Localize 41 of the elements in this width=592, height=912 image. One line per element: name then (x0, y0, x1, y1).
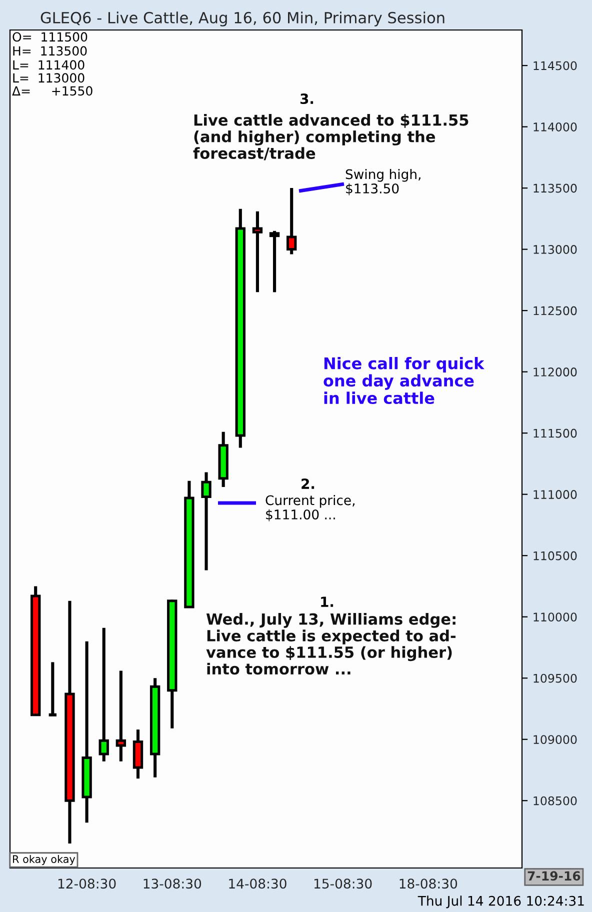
x-tick-label: 18-08:30 (400, 878, 458, 889)
annotation: L= 113000 (13, 73, 84, 83)
annotation: R okay okay (13, 854, 76, 866)
candlestick (286, 188, 297, 254)
y-tick-label: 112500 (534, 306, 577, 316)
annotation: Wed., July 13, Williams edge: Live cattle is expected to ad- vance to $111.55 (or higher) into tomorrow ... (206, 613, 456, 675)
candlestick (201, 472, 212, 570)
y-tick-label: 109000 (534, 735, 577, 744)
annotation: 1. (321, 596, 334, 607)
chart-title: GLEQ6 - Live Cattle, Aug 16, 60 Min, Primary Session (40, 12, 444, 26)
annotation: H= 113500 (13, 46, 87, 56)
candlestick (269, 230, 280, 292)
annotation: 3. (300, 94, 314, 104)
x-tick-label: 15-08:30 (314, 878, 372, 889)
y-tick-label: 112000 (534, 368, 577, 376)
x-tick-label: 12-08:30 (58, 878, 116, 889)
annotation: Swing high, $113.50 (346, 169, 420, 196)
annotation: Nice call for quick one day advance in live cattle (324, 357, 484, 404)
x-tick-label: 13-08:30 (144, 878, 202, 889)
candlestick (98, 628, 109, 762)
y-tick-label: 111000 (534, 490, 577, 499)
annotation: Δ= +1550 (12, 86, 92, 96)
y-tick-label: 113500 (534, 184, 577, 193)
annotation: 2. (302, 478, 314, 489)
text: Thu Jul 14 2016 10:24:31 (418, 896, 584, 908)
y-tick-label: 108500 (534, 796, 577, 806)
y-tick-label: 114000 (534, 122, 577, 132)
candlestick (116, 670, 126, 762)
annotation: O= 111500 (12, 32, 88, 42)
y-tick-label: 109500 (534, 674, 577, 683)
y-tick-label: 111500 (534, 428, 577, 438)
y-tick-label: 114500 (534, 61, 577, 70)
annotation: Current price, $111.00 ... (266, 495, 354, 522)
candlestick (252, 211, 263, 292)
y-tick-label: 110000 (534, 612, 577, 622)
annotation: Live cattle advanced to $111.55 (and higher) completing the forecast/trade (193, 114, 468, 160)
x-tick-label: 14-08:30 (229, 878, 286, 889)
annotation: L= 111400 (13, 60, 84, 70)
y-tick-label: 113000 (534, 245, 577, 254)
text: 7-19-16 (528, 871, 580, 881)
y-tick-label: 110500 (534, 551, 577, 560)
